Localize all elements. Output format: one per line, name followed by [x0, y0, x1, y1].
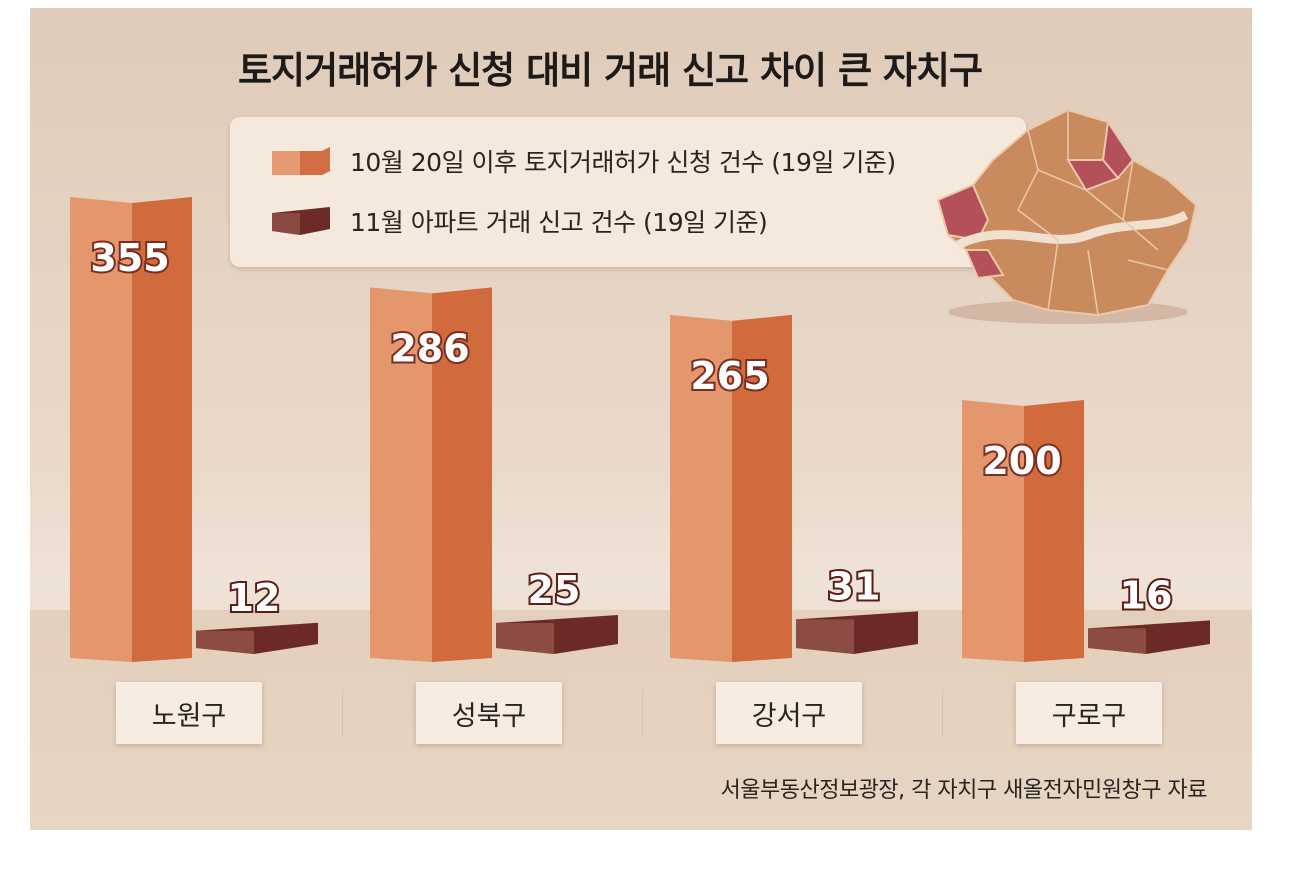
data-label-reports: 12	[228, 576, 281, 620]
data-label-applications: 200	[982, 439, 1061, 483]
bar-applications	[370, 287, 492, 662]
bar-reports	[496, 615, 618, 654]
bar-applications	[70, 196, 192, 662]
category-label: 성북구	[416, 682, 562, 744]
category-label: 강서구	[716, 682, 862, 744]
legend-item-applications: 10월 20일 이후 토지거래허가 신청 건수 (19일 기준)	[270, 143, 896, 179]
category-label: 구로구	[1016, 682, 1162, 744]
data-label-reports: 25	[528, 568, 581, 612]
bar-applications	[962, 400, 1084, 662]
category-divider	[342, 690, 343, 736]
legend-label-applications: 10월 20일 이후 토지거래허가 신청 건수 (19일 기준)	[350, 148, 896, 177]
legend: 10월 20일 이후 토지거래허가 신청 건수 (19일 기준) 11월 아파트…	[230, 117, 1026, 267]
bar-reports	[796, 611, 918, 654]
data-label-reports: 31	[828, 564, 881, 608]
bar-applications	[670, 314, 792, 662]
seoul-district-map-icon	[936, 108, 1198, 324]
bar-reports	[196, 622, 318, 654]
legend-swatch-reports	[272, 207, 330, 235]
category-divider	[942, 690, 943, 736]
data-label-reports: 16	[1120, 573, 1173, 617]
data-label-applications: 265	[690, 354, 769, 398]
bar-reports	[1088, 620, 1210, 654]
category-divider	[642, 690, 643, 736]
data-label-applications: 286	[390, 326, 469, 370]
chart-title: 토지거래허가 신청 대비 거래 신고 차이 큰 자치구	[238, 49, 983, 92]
data-label-applications: 355	[90, 236, 169, 280]
legend-label-reports: 11월 아파트 거래 신고 건수 (19일 기준)	[350, 208, 768, 237]
source-note: 서울부동산정보광장, 각 자치구 새올전자민원창구 자료	[720, 778, 1208, 803]
legend-item-reports: 11월 아파트 거래 신고 건수 (19일 기준)	[270, 203, 768, 239]
legend-swatch-applications	[272, 147, 330, 175]
category-label: 노원구	[116, 682, 262, 744]
